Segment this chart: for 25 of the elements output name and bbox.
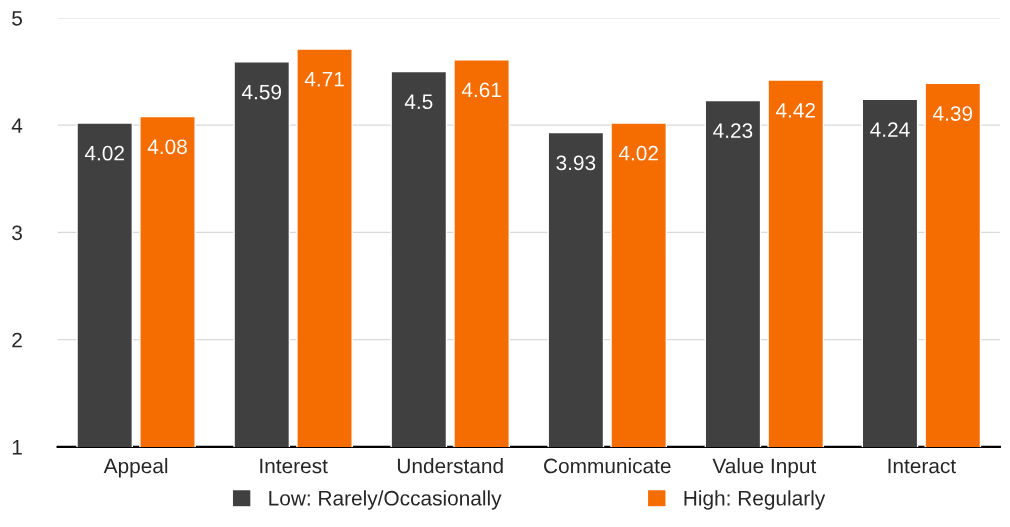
x-tick-label: Interest [260,458,328,474]
x-tick-label: Understand [397,458,503,474]
data-label: 4.23 [713,123,753,139]
data-label: 4.24 [870,122,910,137]
data-label: 4.02 [618,145,658,161]
data-label: 3.93 [556,155,596,171]
data-label: 4.08 [147,139,187,155]
data-label: 4.61 [461,82,501,98]
x-tick-label: Appeal [103,458,168,478]
legend-label: High: Regularly [684,490,826,510]
y-tick-label: 3 [12,225,22,241]
data-label: 4.02 [84,145,124,161]
y-tick-label: 1 [12,440,22,455]
data-label: 4.59 [241,84,282,100]
legend-label: Low: Rarely/Occasionally [269,490,502,510]
data-label: 4.71 [304,72,344,87]
y-tick-label: 2 [12,332,22,348]
data-label: 4.5 [404,94,433,110]
data-label: 4.39 [932,106,973,121]
x-tick-label: Value Input [712,458,817,478]
y-tick-label: 4 [11,118,23,133]
x-tick-label: Communicate [544,458,671,474]
y-tick-label: 5 [12,11,22,26]
x-tick-label: Interact [888,458,956,474]
data-label: 4.42 [775,102,815,118]
